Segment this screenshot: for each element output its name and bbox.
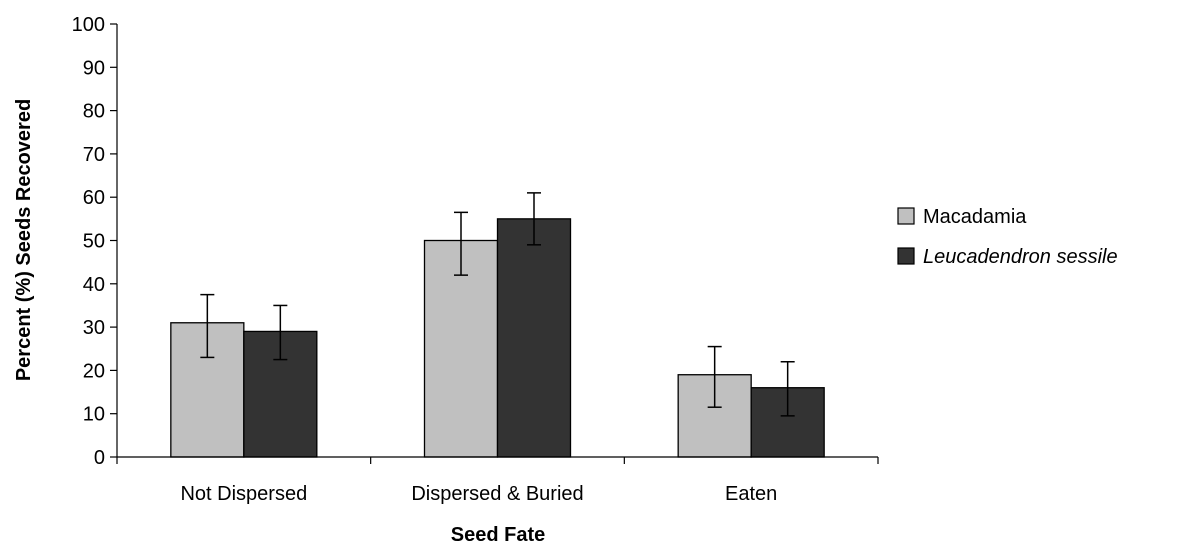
y-tick-label: 30 [83,317,105,339]
legend-swatch [897,207,915,225]
error-bar-0-1 [454,211,468,276]
y-tick-label: 100 [72,14,105,36]
error-bar-1-2 [780,360,795,417]
error-bar-1-0 [273,304,288,361]
x-axis-title: Seed Fate [451,524,545,546]
y-tick-label: 10 [83,404,105,426]
legend-label: Leucadendron sessile [923,246,1118,268]
bar-leucadendron-1 [496,218,572,458]
legend-item: Leucadendron sessile [897,246,1118,268]
axes: 0 10 20 30 40 50 60 70 80 90 100 Not Dispersed Dispe… [72,14,879,505]
y-axis-title: Percent (%) Seeds Recovered [13,99,35,381]
y-tick-label: 20 [83,360,105,382]
error-bar-1-1 [527,192,541,246]
plot-area [170,192,825,458]
y-tick-label: 70 [83,144,105,166]
x-tick-label: Eaten [725,483,777,505]
y-tick-label: 90 [83,57,105,79]
y-tick-label: 50 [83,231,105,253]
y-tick-label: 40 [83,274,105,296]
legend-item: Macadamia [897,206,1027,228]
y-tick-label: 60 [83,187,105,209]
legend-swatch [897,247,915,265]
legend-label: Macadamia [923,206,1027,228]
x-tick-label: Dispersed & Buried [411,483,583,505]
x-tick-label: Not Dispersed [180,483,307,505]
error-bar-0-0 [200,293,215,359]
y-tick-label: 80 [83,101,105,123]
legend: Macadamia Leucadendron sessile [897,206,1118,268]
y-tick-label: 0 [94,447,105,469]
error-bar-0-2 [707,345,722,408]
